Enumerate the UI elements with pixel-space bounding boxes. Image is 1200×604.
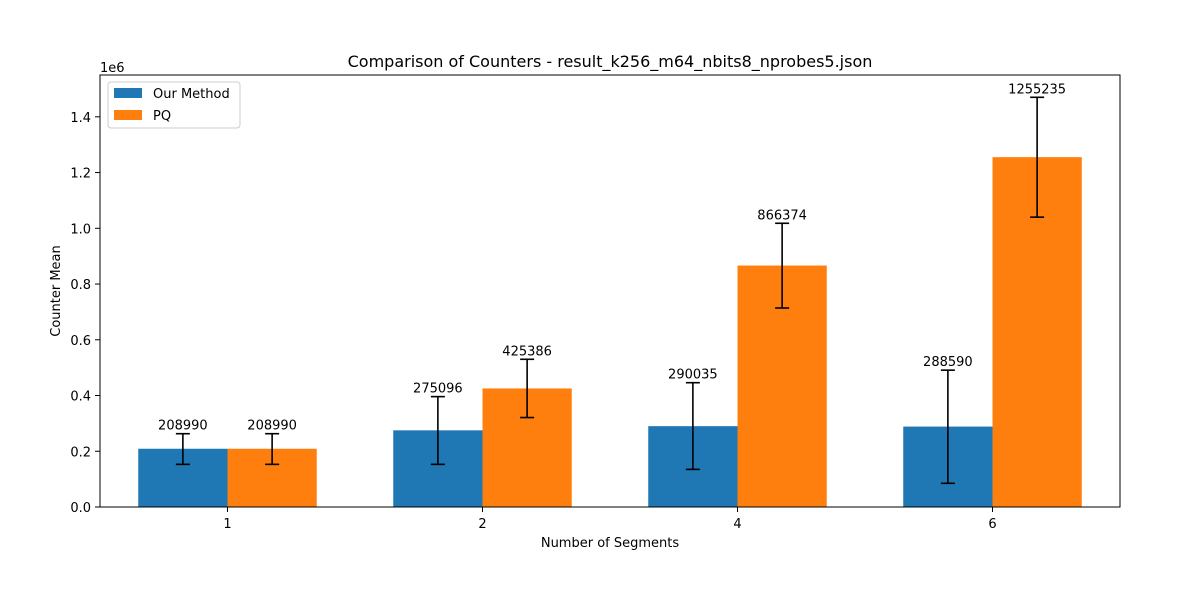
data-label: 208990: [158, 419, 208, 434]
legend-label-our-method: Our Method: [153, 87, 230, 102]
y-tick-label: 1.2: [70, 167, 91, 182]
y-tick-label: 0.8: [70, 278, 91, 293]
y-tick-label: 1.4: [70, 111, 91, 126]
error-bar: [940, 369, 955, 485]
y-axis-label: Counter Mean: [49, 245, 64, 337]
data-label: 1255235: [1008, 82, 1066, 97]
data-label: 866374: [757, 208, 807, 223]
legend-swatch-our-method: [114, 88, 142, 98]
error-bar: [1030, 96, 1045, 218]
plot-frame: [99, 74, 1121, 508]
data-label: 208990: [247, 419, 297, 434]
x-tick-label: 6: [988, 517, 996, 532]
error-bars-layer: [175, 96, 1045, 485]
error-bar: [265, 432, 280, 466]
x-tick-label: 4: [733, 517, 741, 532]
data-label: 425386: [502, 344, 552, 359]
error-bar: [685, 381, 700, 471]
data-label: 288590: [923, 355, 973, 370]
bars-layer: [138, 157, 1082, 507]
y-tick-label: 1.0: [70, 222, 91, 237]
y-tick-label: 0.4: [70, 390, 91, 405]
chart-title: Comparison of Counters - result_k256_m64…: [348, 52, 873, 72]
error-bar: [430, 395, 445, 466]
error-bar: [520, 358, 535, 419]
legend: Our Method PQ: [107, 81, 241, 129]
y-tick-label: 0.0: [70, 501, 91, 516]
legend-label-pq: PQ: [153, 109, 171, 124]
y-tick-label: 0.6: [70, 334, 91, 349]
error-bar: [775, 222, 790, 309]
ticks-layer: 1 2 4 6 0.0 0.2 0.4 0.6 0.8 1.0 1.2 1.4: [70, 111, 996, 532]
data-label: 290035: [668, 368, 718, 383]
x-axis-label: Number of Segments: [541, 536, 680, 551]
y-tick-label: 0.2: [70, 445, 91, 460]
data-labels-layer: 208990 208990 275096 425386 290035 866374 2885…: [158, 82, 1066, 433]
y-scale-label: 1e6: [100, 61, 125, 76]
legend-swatch-pq: [114, 110, 142, 120]
data-label: 275096: [413, 382, 463, 397]
x-tick-label: 1: [223, 517, 231, 532]
error-bar: [175, 432, 190, 466]
x-tick-label: 2: [478, 517, 486, 532]
